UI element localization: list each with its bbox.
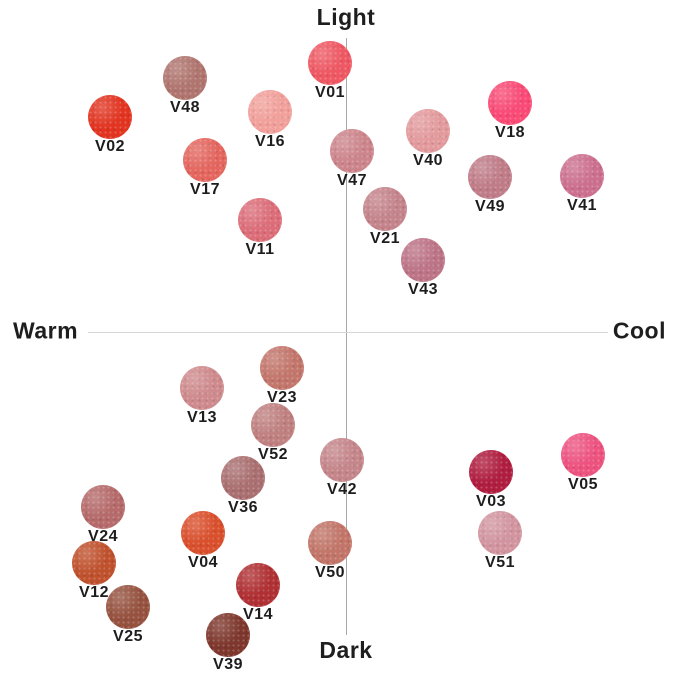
swatch-color-circle [330, 129, 374, 173]
swatch-label: V02 [95, 138, 125, 155]
swatch-color-circle [236, 563, 280, 607]
swatch-label: V18 [495, 124, 525, 141]
swatch-color-circle [363, 187, 407, 231]
swatch-color-circle [308, 521, 352, 565]
swatch-label: V51 [485, 554, 515, 571]
swatch-color-circle [238, 198, 282, 242]
swatch-label: V24 [88, 528, 118, 545]
swatch-label: V42 [327, 481, 357, 498]
swatch-label: V11 [245, 241, 275, 258]
swatch-label: V49 [475, 198, 505, 215]
swatch-label: V01 [315, 84, 345, 101]
swatch-label: V43 [408, 281, 438, 298]
swatch-label: V13 [187, 409, 217, 426]
swatch-color-circle [248, 90, 292, 134]
y-axis-top-label: Light [316, 4, 376, 30]
swatch-label: V39 [213, 656, 243, 673]
swatch-label: V52 [258, 446, 288, 463]
swatch-label: V40 [413, 152, 443, 169]
swatch-label: V21 [370, 230, 400, 247]
swatch-label: V41 [567, 197, 597, 214]
x-axis-left-label: Warm [13, 317, 79, 344]
swatch-label: V05 [568, 476, 598, 493]
swatch-color-circle [180, 366, 224, 410]
swatch-color-circle [106, 585, 150, 629]
swatch-color-circle [469, 450, 513, 494]
x-axis-right-label: Cool [612, 317, 666, 344]
swatch-color-circle [468, 155, 512, 199]
swatch-label: V16 [255, 133, 285, 150]
swatch-color-circle [406, 109, 450, 153]
swatch-color-circle [72, 541, 116, 585]
swatch-color-circle [181, 511, 225, 555]
swatch-color-circle [221, 456, 265, 500]
swatch-color-circle [488, 81, 532, 125]
swatch-color-circle [260, 346, 304, 390]
swatch-label: V14 [243, 606, 273, 623]
swatch-label: V17 [190, 181, 220, 198]
swatch-color-circle [561, 433, 605, 477]
swatch-color-circle [81, 485, 125, 529]
swatch-label: V25 [113, 628, 143, 645]
swatch-label: V36 [228, 499, 258, 516]
swatch-label: V50 [315, 564, 345, 581]
swatch-label: V47 [337, 172, 367, 189]
swatch-color-circle [560, 154, 604, 198]
swatch-label: V04 [188, 554, 218, 571]
swatch-color-circle [478, 511, 522, 555]
swatch-color-circle [401, 238, 445, 282]
y-axis-line [346, 38, 347, 635]
x-axis-line [88, 332, 608, 333]
swatch-color-circle [320, 438, 364, 482]
swatch-color-circle [206, 613, 250, 657]
swatch-color-circle [183, 138, 227, 182]
swatch-color-circle [251, 403, 295, 447]
y-axis-bottom-label: Dark [319, 637, 373, 663]
swatch-color-circle [308, 41, 352, 85]
swatch-label: V48 [170, 99, 200, 116]
swatch-color-circle [88, 95, 132, 139]
swatch-label: V23 [267, 389, 297, 406]
swatch-label: V03 [476, 493, 506, 510]
swatch-color-circle [163, 56, 207, 100]
swatch-label: V12 [79, 584, 109, 601]
